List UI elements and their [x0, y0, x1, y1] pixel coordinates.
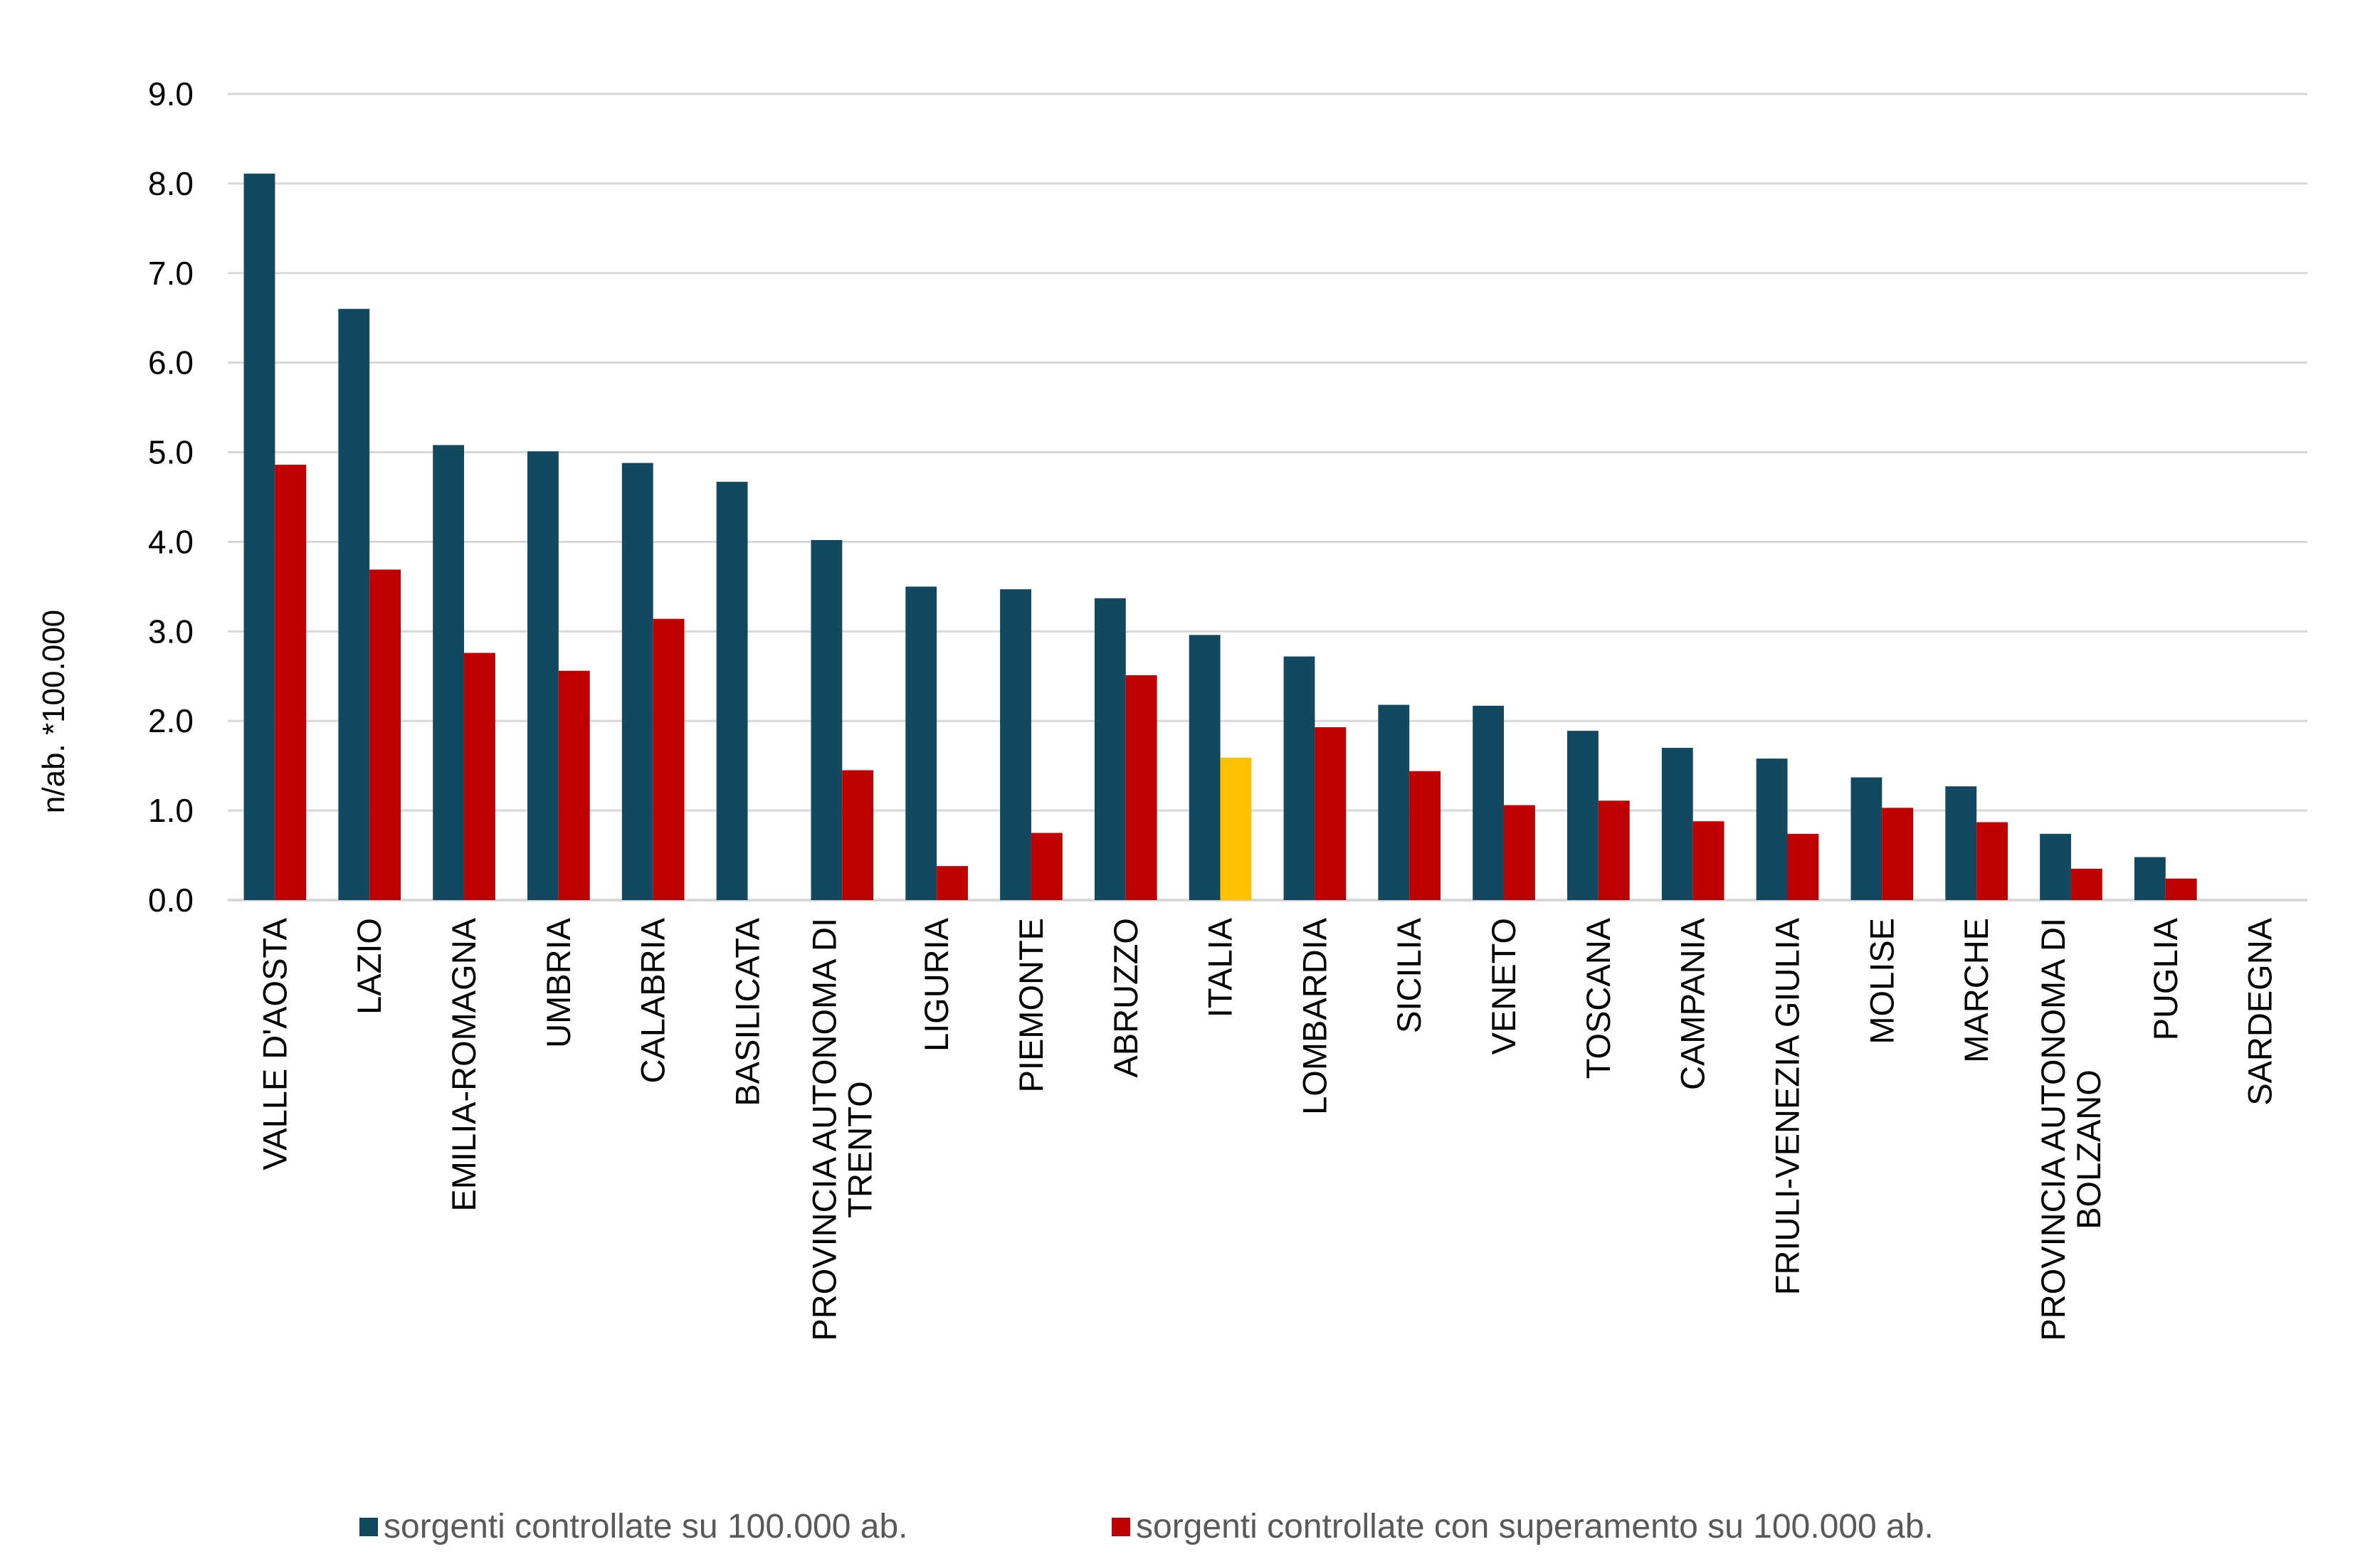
y-tick-label: 9.0 — [148, 75, 194, 112]
bar-controlled-friuli-venezia-giulia — [1756, 759, 1788, 900]
x-tick-label: SICILIA — [1390, 917, 1428, 1033]
bar-controlled-umbria — [527, 451, 559, 900]
bar-exceeding-emilia-romagna — [464, 652, 495, 900]
x-tick-label: FRIULI-VENEZIA GIULIA — [1769, 917, 1806, 1295]
bar-controlled-emilia-romagna — [433, 445, 465, 900]
bar-exceeding-molise — [1882, 808, 1914, 900]
y-tick-label: 6.0 — [148, 344, 194, 381]
bar-exceeding-umbria — [558, 670, 590, 900]
x-tick-label: LAZIO — [350, 918, 388, 1015]
bar-exceeding-campania — [1692, 821, 1725, 900]
x-tick-label: TOSCANA — [1579, 917, 1617, 1079]
bar-controlled-veneto — [1473, 705, 1505, 900]
bar-exceeding-veneto — [1504, 805, 1535, 900]
y-tick-label: 0.0 — [148, 882, 194, 919]
bar-controlled-abruzzo — [1094, 598, 1126, 900]
legend-swatch-blue — [359, 1517, 378, 1536]
x-tick-label: PIEMONTE — [1012, 918, 1050, 1092]
bar-exceeding-lombardia — [1315, 727, 1347, 900]
x-tick-label: LIGURIA — [917, 917, 955, 1052]
bar-controlled-provincia-autonoma-di-bolzano — [2040, 833, 2071, 900]
y-tick-label: 7.0 — [148, 255, 194, 292]
x-tick-label: CAMPANIA — [1674, 917, 1712, 1090]
x-tick-label: SARDEGNA — [2241, 917, 2279, 1105]
x-tick-label: PROVINCIA AUTONOMA DITRENTO — [805, 918, 878, 1341]
x-tick-label: CALABRIA — [634, 917, 672, 1083]
bar-controlled-calabria — [621, 463, 653, 900]
x-tick-label: LOMBARDIA — [1295, 917, 1333, 1114]
bar-controlled-basilicata — [716, 482, 748, 900]
legend: sorgenti controllate su 100.000 ab. sorg… — [0, 1507, 2380, 1550]
legend-item-controlled: sorgenti controllate su 100.000 ab. — [359, 1507, 908, 1546]
bar-controlled-campania — [1661, 747, 1693, 900]
bar-controlled-sicilia — [1378, 704, 1410, 900]
x-tick-label: ABRUZZO — [1107, 918, 1144, 1078]
bar-exceeding-toscana — [1598, 800, 1630, 900]
x-tick-label: UMBRIA — [539, 917, 577, 1047]
y-tick-label: 1.0 — [148, 792, 194, 829]
bar-exceeding-friuli-venezia-giulia — [1787, 833, 1819, 900]
y-tick-label: 8.0 — [148, 165, 194, 202]
x-tick-label: EMILIA-ROMAGNA — [445, 917, 483, 1211]
legend-swatch-red — [1112, 1517, 1130, 1536]
x-axis-labels: VALLE D'AOSTA LAZIO EMILIA-ROMAGNA UMBRIA CA… — [256, 917, 2278, 1341]
bar-exceeding-italia — [1220, 757, 1252, 900]
bar-controlled-piemonte — [1000, 589, 1031, 900]
bar-exceeding-provincia-autonoma-di-trento — [842, 770, 874, 900]
legend-item-exceeding: sorgenti controllate con superamento su … — [1112, 1507, 1934, 1546]
bar-controlled-marche — [1945, 786, 1977, 900]
bar-controlled-puglia — [2134, 857, 2166, 900]
y-tick-label: 4.0 — [148, 523, 194, 560]
x-tick-label: MOLISE — [1863, 918, 1900, 1045]
y-tick-label: 5.0 — [148, 434, 194, 471]
bar-chart: 0.0 1.0 2.0 3.0 4.0 5.0 6.0 7.0 8.0 9.0 VALLE D'A… — [36, 75, 2307, 1341]
bar-exceeding-lazio — [369, 569, 401, 900]
legend-label: sorgenti controllate su 100.000 ab. — [384, 1508, 908, 1545]
x-tick-label: ITALIA — [1201, 917, 1239, 1018]
bar-exceeding-marche — [1976, 822, 2008, 900]
bar-exceeding-abruzzo — [1125, 675, 1157, 900]
x-tick-label: PUGLIA — [2147, 917, 2184, 1040]
y-tick-label: 3.0 — [148, 613, 194, 650]
bar-controlled-valle-d-aosta — [243, 174, 275, 900]
x-tick-label: VENETO — [1485, 918, 1522, 1055]
bar-controlled-lombardia — [1283, 656, 1315, 900]
x-tick-label: BASILICATA — [729, 917, 767, 1106]
y-axis-ticks: 0.0 1.0 2.0 3.0 4.0 5.0 6.0 7.0 8.0 9.0 — [148, 75, 194, 919]
bar-exceeding-piemonte — [1031, 833, 1063, 900]
bar-controlled-liguria — [905, 586, 937, 900]
y-tick-label: 2.0 — [148, 702, 194, 739]
bar-exceeding-valle-d-aosta — [275, 465, 307, 900]
x-tick-label: VALLE D'AOSTA — [256, 917, 293, 1170]
bar-exceeding-puglia — [2165, 878, 2197, 900]
y-axis-title: n/ab. *100.000 — [36, 610, 71, 813]
bar-controlled-molise — [1850, 777, 1883, 900]
legend-label: sorgenti controllate con superamento su … — [1136, 1508, 1934, 1545]
x-tick-label: PROVINCIA AUTONOMA DIBOLZANO — [2034, 918, 2107, 1341]
bar-controlled-italia — [1189, 635, 1221, 900]
bar-exceeding-provincia-autonoma-di-bolzano — [2070, 868, 2102, 900]
bars — [243, 174, 2197, 901]
bar-controlled-toscana — [1567, 731, 1599, 900]
x-tick-label: MARCHE — [1957, 918, 1995, 1063]
bar-exceeding-sicilia — [1409, 771, 1441, 900]
bar-exceeding-calabria — [653, 618, 685, 900]
bar-controlled-provincia-autonoma-di-trento — [811, 539, 843, 900]
bar-controlled-lazio — [338, 309, 370, 901]
bar-exceeding-liguria — [937, 866, 968, 900]
